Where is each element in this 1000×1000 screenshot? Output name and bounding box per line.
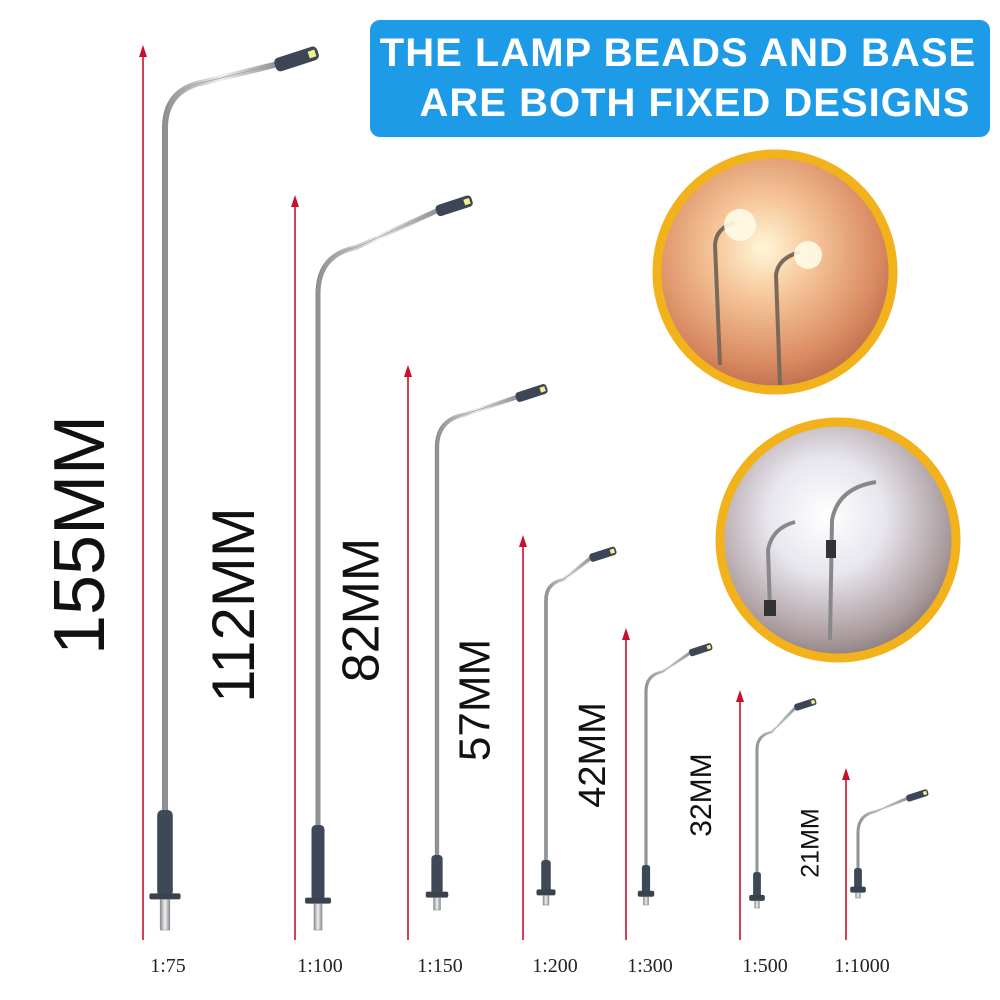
lamp-bead xyxy=(463,197,471,206)
lamp-pole xyxy=(755,705,798,874)
lamp-flange xyxy=(149,893,181,900)
height-label: 155MM xyxy=(40,415,120,655)
arrow-head xyxy=(139,45,147,57)
lamp-flange xyxy=(425,891,449,898)
scale-label: 1:200 xyxy=(532,955,578,977)
lamp-head xyxy=(274,46,319,72)
height-label: 42MM xyxy=(572,702,614,808)
arrow-head xyxy=(736,690,744,702)
lamp-pole-edge xyxy=(645,652,692,865)
lamp-pole-edge xyxy=(436,396,519,855)
lamp-bead xyxy=(810,699,816,705)
lamp-base xyxy=(854,868,862,890)
lamp-pin xyxy=(159,899,171,931)
scale-label: 1:150 xyxy=(417,955,463,977)
banner-line: ARE BOTH FIXED DESIGNS xyxy=(420,81,971,125)
height-label: 32MM xyxy=(685,753,718,836)
lamp-head xyxy=(688,643,713,657)
arrow-head xyxy=(291,195,299,207)
lamp-base xyxy=(431,855,443,895)
lamp-bead xyxy=(922,790,928,796)
lamp-bead xyxy=(307,49,317,59)
scale-label: 1:100 xyxy=(297,955,343,977)
lamp-pole-edge xyxy=(857,797,909,868)
lamp-flange xyxy=(305,897,331,904)
height-label: 82MM xyxy=(333,538,391,682)
lamp-pole-edge xyxy=(164,63,279,810)
lamp-head xyxy=(435,195,473,217)
lamp-pin xyxy=(643,896,649,906)
lamp-pole-edge xyxy=(545,557,592,860)
lamp-flange xyxy=(749,894,765,901)
banner xyxy=(370,20,990,137)
lamp-bead xyxy=(706,644,712,650)
lamp-pole-edge xyxy=(756,706,797,872)
arrow-head xyxy=(519,535,527,547)
lamp-flange xyxy=(637,890,655,897)
lamp-pin xyxy=(855,892,861,899)
scale-label: 1:75 xyxy=(150,955,186,977)
lamp-bead xyxy=(609,548,616,554)
height-label: 112MM xyxy=(200,507,267,703)
lamp-base xyxy=(541,860,551,893)
warm-photo xyxy=(652,149,898,395)
lamp-base xyxy=(157,810,173,897)
lamp-pin xyxy=(313,903,323,931)
lamp-flange xyxy=(536,889,556,896)
lamp-head xyxy=(589,546,617,562)
arrow-head xyxy=(842,768,850,780)
lamp-flange xyxy=(850,886,866,893)
scale-label: 1:1000 xyxy=(834,955,890,977)
lamp-pin xyxy=(754,900,760,909)
scale-label: 1:300 xyxy=(627,955,673,977)
height-label: 57MM xyxy=(451,639,500,761)
lamp-pole-edge xyxy=(317,209,439,825)
lamp-base xyxy=(311,825,325,901)
arrow-head xyxy=(404,365,412,377)
cool-photo xyxy=(715,417,961,663)
lamp-pole xyxy=(315,207,442,828)
lamp-head xyxy=(906,789,929,802)
lamp-base xyxy=(753,872,761,898)
lamp-base xyxy=(641,865,651,894)
height-label: 21MM xyxy=(797,808,825,877)
lamp-pin xyxy=(433,897,441,911)
lamp-head xyxy=(794,698,817,711)
banner-line: THE LAMP BEADS AND BASE xyxy=(380,31,976,75)
lamp-head xyxy=(515,384,548,402)
scale-label: 1:500 xyxy=(742,955,788,977)
lamp-pin xyxy=(542,895,550,906)
lamp-bead xyxy=(539,386,546,393)
arrow-head xyxy=(622,628,630,640)
lamp-pole xyxy=(434,394,521,858)
